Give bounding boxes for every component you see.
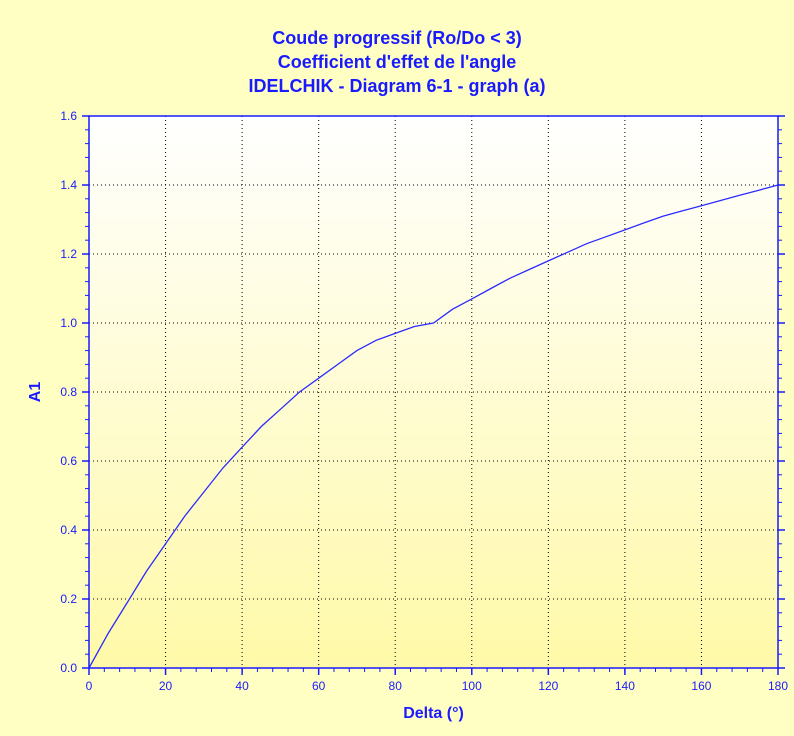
y-tick-label: 1.2 bbox=[60, 247, 77, 261]
y-tick-label: 1.0 bbox=[60, 316, 77, 330]
title-line-2: Coefficient d'effet de l'angle bbox=[277, 52, 517, 72]
x-tick-label: 60 bbox=[312, 679, 326, 693]
x-tick-label: 0 bbox=[86, 679, 93, 693]
axes bbox=[82, 115, 785, 675]
y-tick-label: 1.4 bbox=[60, 178, 77, 192]
x-tick-label: 120 bbox=[538, 679, 558, 693]
plot-border bbox=[88, 115, 779, 669]
y-tick-label: 0.0 bbox=[60, 661, 77, 675]
series-line bbox=[88, 184, 779, 669]
x-tick-label: 140 bbox=[615, 679, 635, 693]
tick-labels: 0 20 40 60 80 100 120 140 160 180 0.0 0.2 0.4 0.6 0.8 1… bbox=[60, 109, 788, 693]
y-tick-label: 0.6 bbox=[60, 454, 77, 468]
x-tick-label: 180 bbox=[768, 679, 788, 693]
chart-title: Coude progressif (Ro/Do < 3) Coefficient… bbox=[0, 26, 794, 98]
y-tick-label: 1.6 bbox=[60, 109, 77, 123]
x-axis-label: Delta (°) bbox=[403, 705, 464, 722]
x-tick-label: 80 bbox=[389, 679, 403, 693]
y-tick-label: 0.8 bbox=[60, 385, 77, 399]
title-line-1: Coude progressif (Ro/Do < 3) bbox=[272, 28, 522, 48]
y-tick-label: 0.4 bbox=[60, 523, 77, 537]
x-tick-label: 20 bbox=[159, 679, 173, 693]
x-tick-label: 100 bbox=[462, 679, 482, 693]
x-tick-label: 40 bbox=[235, 679, 249, 693]
y-tick-label: 0.2 bbox=[60, 592, 77, 606]
x-tick-label: 160 bbox=[691, 679, 711, 693]
series-layer bbox=[88, 184, 779, 669]
y-axis-label: A1 bbox=[27, 382, 44, 403]
title-line-3: IDELCHIK - Diagram 6-1 - graph (a) bbox=[248, 76, 546, 96]
